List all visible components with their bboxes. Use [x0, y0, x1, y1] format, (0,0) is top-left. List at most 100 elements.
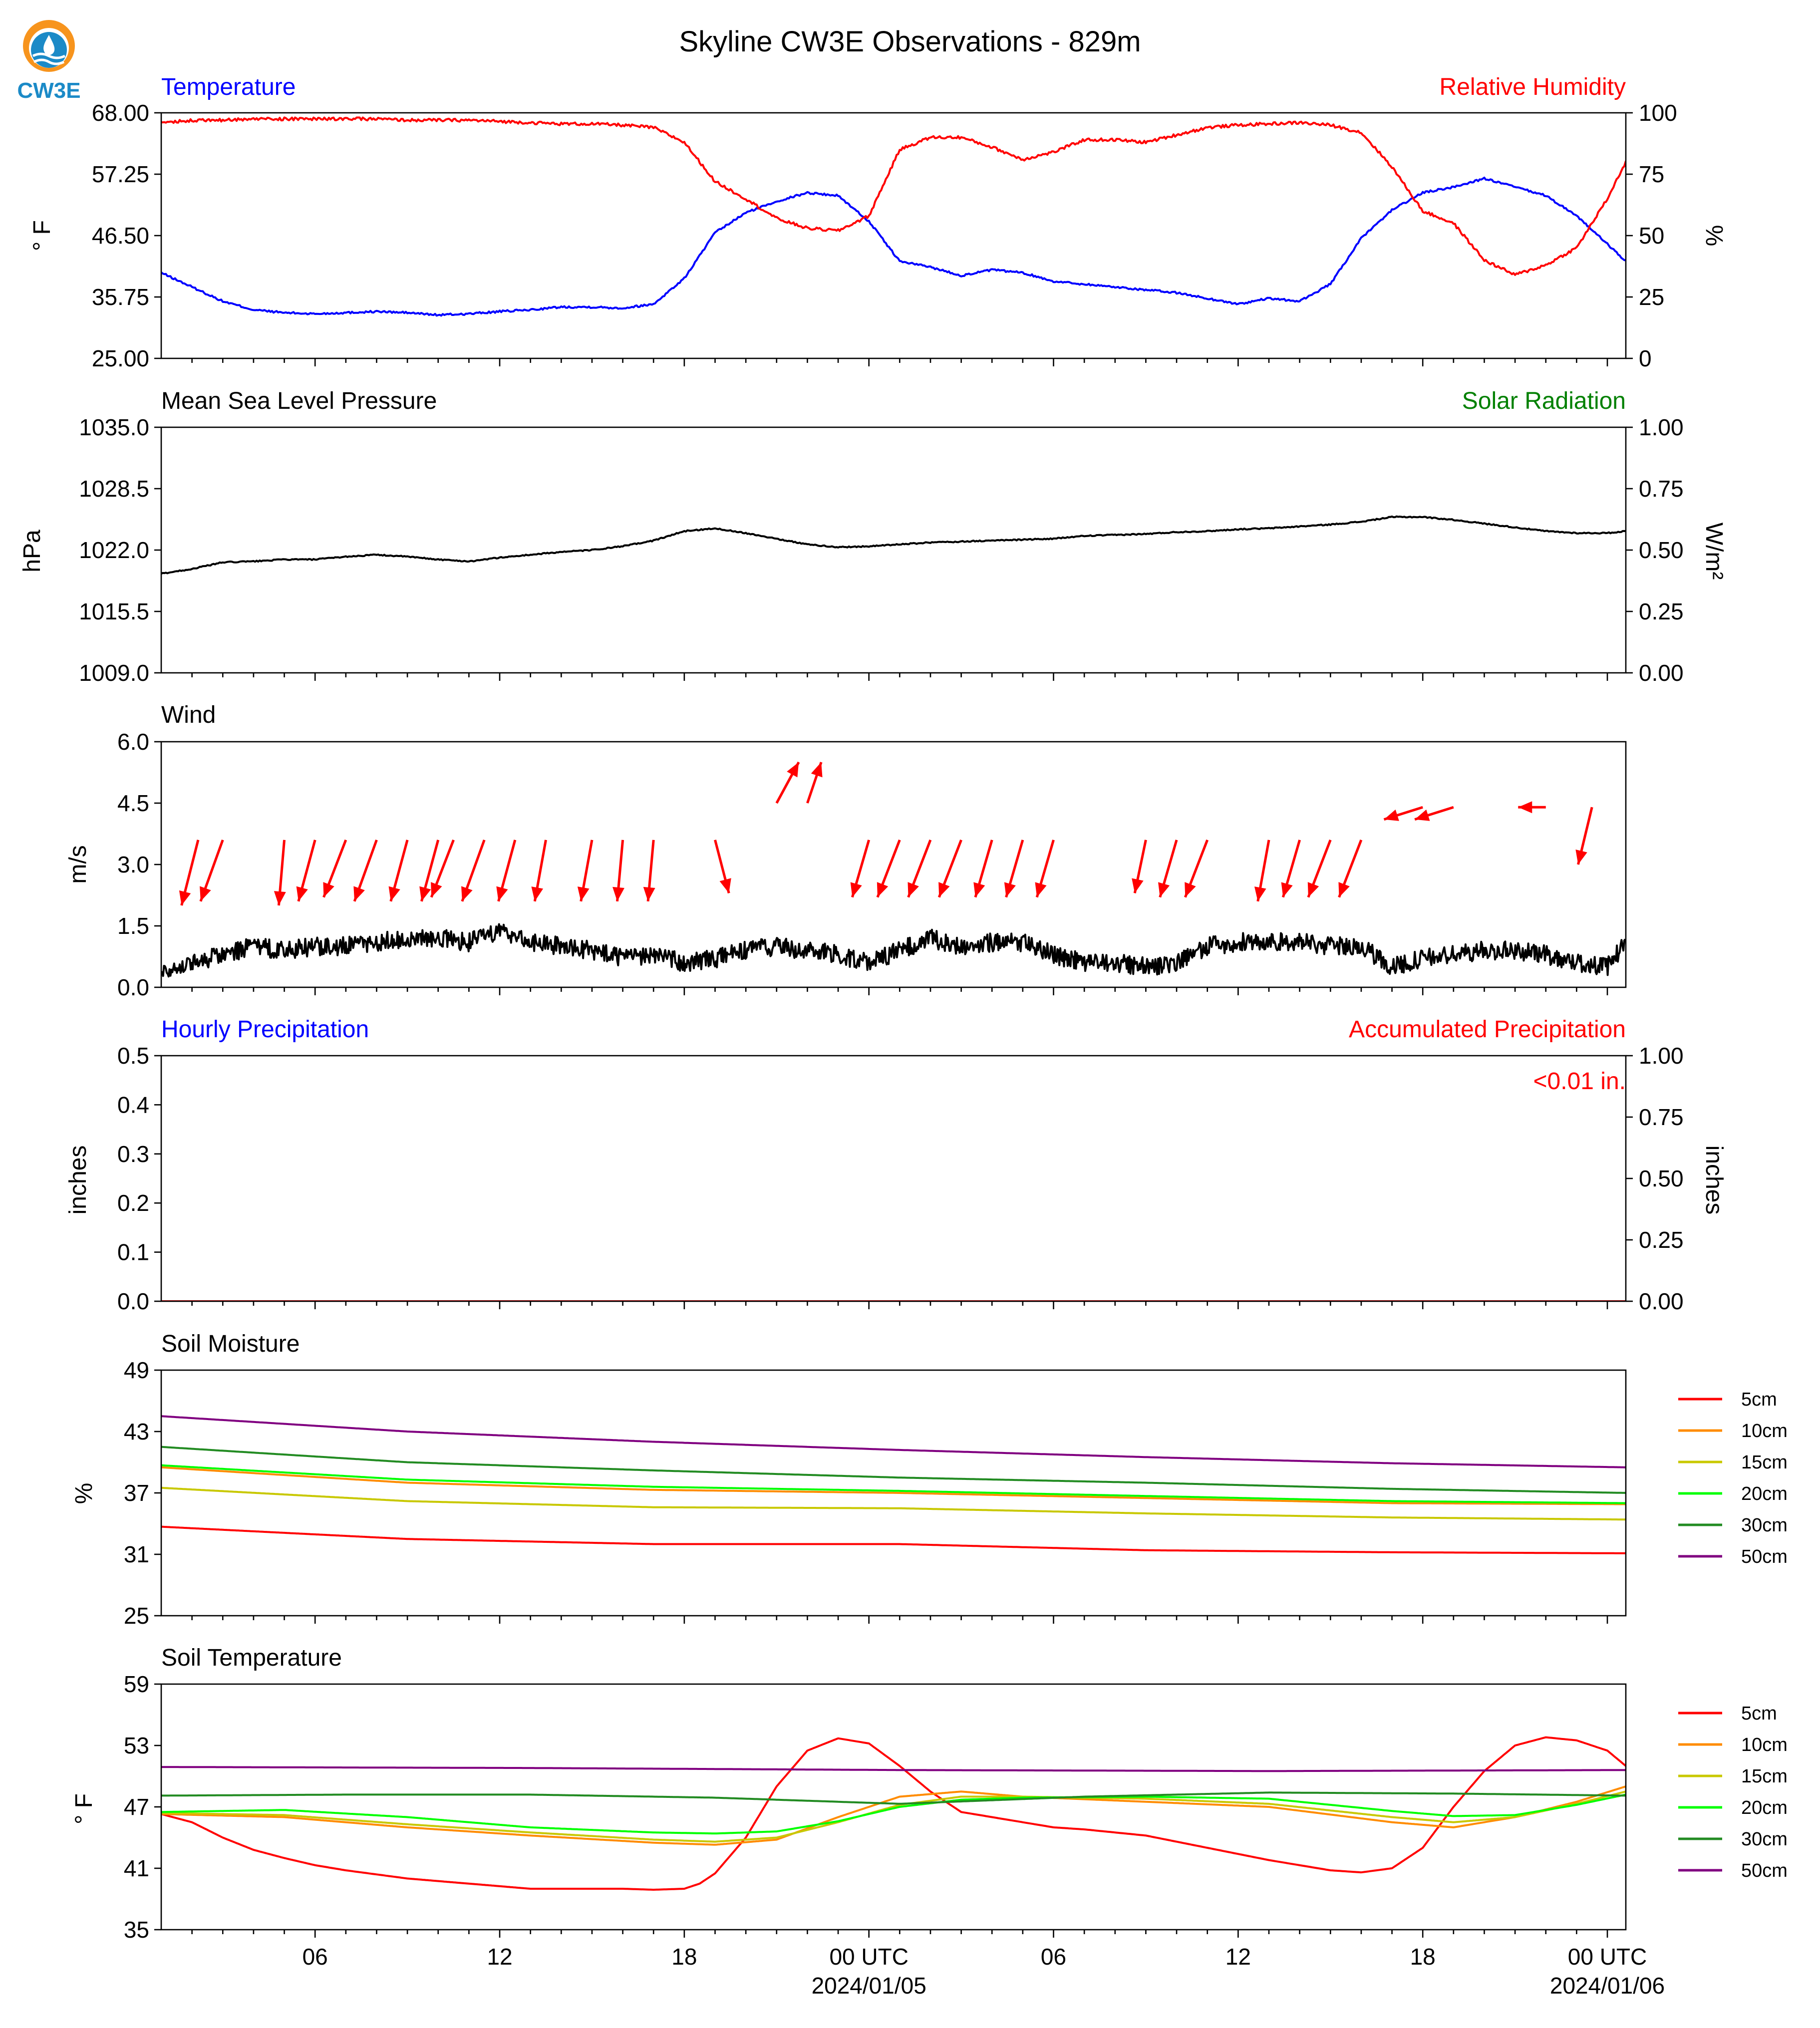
wind-arrow: [1518, 801, 1546, 814]
legend-label: 20cm: [1741, 1797, 1788, 1818]
wind-arrow: [876, 839, 901, 898]
series-line-temp_rh-relative-humidity: [161, 116, 1626, 276]
left-tick-label: 1015.5: [79, 598, 149, 624]
legend-label: 50cm: [1741, 1546, 1788, 1567]
series-line-temp_rh-temperature: [161, 176, 1626, 317]
series-line-soil_moisture-10cm: [161, 1466, 1626, 1505]
right-tick-label: 0: [1639, 345, 1652, 371]
x-tick-label: 12: [1225, 1944, 1251, 1970]
wind-arrow: [496, 840, 517, 902]
legend-entry: 15cm: [1678, 1766, 1788, 1787]
series-line-soil_moisture-20cm: [161, 1464, 1626, 1504]
wind-arrow: [461, 839, 486, 902]
x-tick-label: 06: [303, 1944, 328, 1970]
plot-area: 25.00 35.75 46.50 57.25 68.00 0 25 50 75 100 1009.…: [79, 100, 1788, 1999]
series-line-soil_moisture-5cm: [161, 1525, 1626, 1554]
legend-entry: 30cm: [1678, 1829, 1788, 1850]
wind-arrow-head: [877, 882, 889, 897]
x-tick-label: 00 UTC: [829, 1944, 908, 1970]
legend-entry: 10cm: [1678, 1735, 1788, 1755]
wind-arrow: [296, 840, 316, 902]
soil-temperature-title: Soil Temperature: [161, 1645, 342, 1671]
legend-label: 30cm: [1741, 1829, 1788, 1850]
precip-ylabel: inches: [65, 1146, 91, 1215]
left-tick-label: 1035.0: [79, 414, 149, 440]
wind-arrow-head: [643, 886, 655, 901]
wind-arrow-head: [577, 886, 590, 901]
left-tick-label: 49: [124, 1357, 149, 1383]
series-line-soil_temp-50cm: [161, 1766, 1626, 1772]
wind-arrow-head: [388, 886, 400, 901]
legend-label: 30cm: [1741, 1515, 1788, 1536]
panel-wind: 0.0 1.5 3.0 4.5 6.0: [117, 729, 1627, 1000]
series-line-soil_temp-5cm: [161, 1736, 1626, 1891]
left-tick-label: 0.0: [117, 974, 149, 1000]
left-tick-label: 0.3: [117, 1141, 149, 1167]
left-tick-label: 0.5: [117, 1043, 149, 1069]
left-tick-label: 53: [124, 1733, 149, 1758]
series-line-soil_temp-15cm: [161, 1790, 1626, 1843]
x-tick-label: 00 UTC: [1568, 1944, 1647, 1970]
legend-entry: 50cm: [1678, 1546, 1788, 1567]
left-tick-label: 3.0: [117, 852, 149, 877]
wind-arrow: [199, 839, 224, 902]
wind-arrow: [1132, 840, 1147, 893]
wind-arrow-head: [719, 878, 731, 893]
accumulated-precip-title: Accumulated Precipitation: [1349, 1016, 1626, 1043]
wind-arrow-head: [323, 882, 334, 897]
wind-arrow: [179, 840, 200, 906]
right-tick-label: 0.75: [1639, 476, 1684, 502]
legend-label: 10cm: [1741, 1421, 1788, 1442]
legend-label: 50cm: [1741, 1860, 1788, 1881]
x-date-label: 2024/01/05: [812, 1973, 926, 1999]
left-tick-label: 43: [124, 1419, 149, 1445]
wind-arrow-head: [938, 882, 950, 897]
legend-entry: 5cm: [1678, 1389, 1777, 1410]
wind-arrow-head: [1307, 882, 1319, 897]
right-tick-label: 50: [1639, 223, 1664, 249]
solar-ylabel: W/m²: [1701, 523, 1727, 580]
wind-arrow: [1035, 840, 1055, 898]
svg-text:CW3E: CW3E: [17, 78, 80, 103]
series-group-temp_rh: [161, 116, 1626, 317]
wind-arrow: [1254, 840, 1270, 902]
wind-arrow: [531, 840, 547, 902]
right-tick-label: 0.00: [1639, 1288, 1684, 1314]
cw3e-logo: CW3E: [17, 20, 81, 103]
wind-arrow-head: [200, 886, 211, 901]
legend-label: 15cm: [1741, 1452, 1788, 1473]
temperature-title: Temperature: [161, 74, 296, 100]
wind-arrow-head: [1035, 882, 1047, 897]
wind-arrow-head: [787, 762, 799, 778]
series-line-soil_moisture-15cm: [161, 1486, 1626, 1521]
wind-title: Wind: [161, 702, 216, 728]
panel-soil_moisture: 25 31 37 43 49 5cm 10cm 15cm 20cm 30cm 50cm: [124, 1357, 1788, 1629]
soil-temperature-ylabel: ° F: [71, 1793, 97, 1824]
left-tick-label: 1022.0: [79, 537, 149, 563]
wind-arrow: [1158, 840, 1178, 898]
legend-entry: 30cm: [1678, 1515, 1788, 1536]
wind-arrow: [714, 840, 731, 894]
legend-label: 5cm: [1741, 1389, 1777, 1410]
wind-arrow-head: [1185, 882, 1196, 897]
wind-arrow: [1004, 840, 1024, 898]
left-tick-label: 35.75: [92, 284, 149, 310]
figure-title: Skyline CW3E Observations - 829m: [679, 25, 1141, 58]
relative-humidity-title: Relative Humidity: [1440, 74, 1626, 100]
left-tick-label: 37: [124, 1480, 149, 1506]
wind-arrow-head: [1254, 886, 1266, 901]
wind-arrow-head: [431, 882, 442, 897]
wind-arrow-head: [1281, 882, 1293, 897]
legend-entry: 50cm: [1678, 1860, 1788, 1881]
wind-arrow: [937, 839, 962, 898]
pressure-title: Mean Sea Level Pressure: [161, 388, 437, 414]
wind-arrow: [1338, 839, 1363, 898]
soil-moisture-title: Soil Moisture: [161, 1331, 300, 1357]
series-line-soil_temp-30cm: [161, 1791, 1626, 1805]
rh-ylabel: %: [1701, 225, 1727, 247]
left-tick-label: 1009.0: [79, 660, 149, 686]
wind-arrow: [1383, 806, 1423, 821]
wind-arrow-head: [1004, 882, 1016, 897]
